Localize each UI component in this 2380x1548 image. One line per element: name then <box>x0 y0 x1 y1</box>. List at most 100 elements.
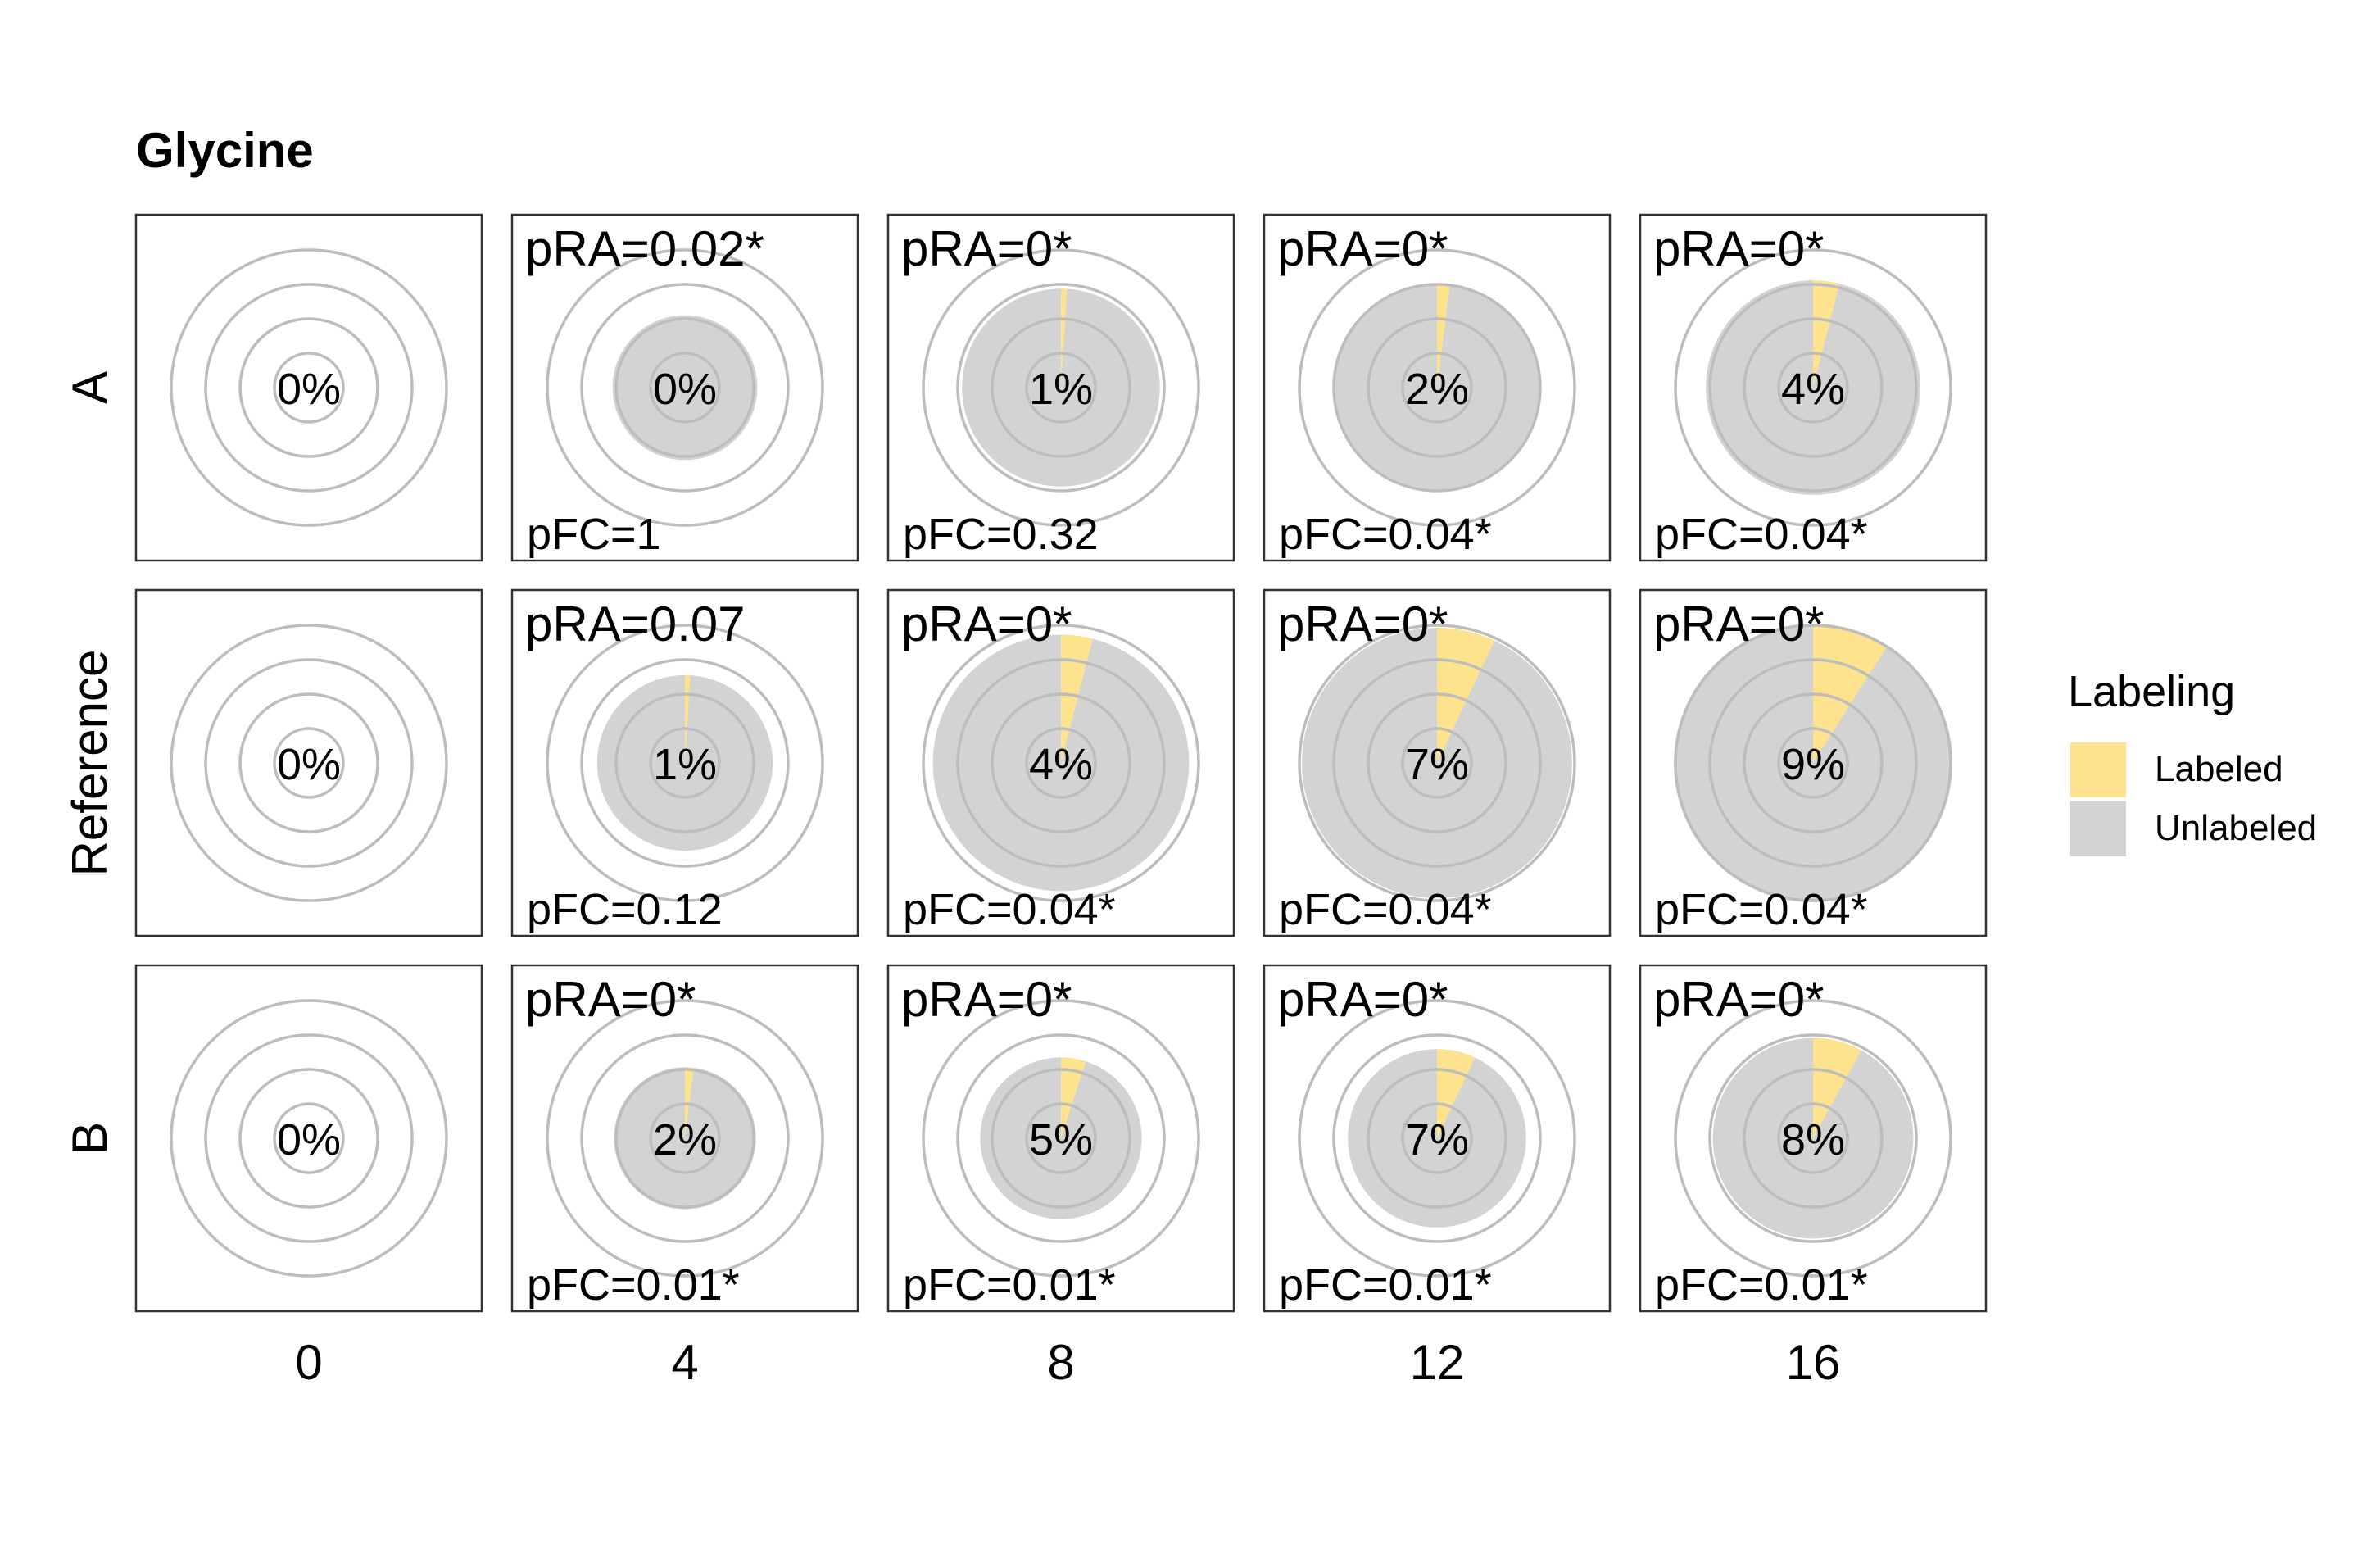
reference-ring <box>1777 727 1849 799</box>
pfc-label: pFC=1 <box>527 510 661 559</box>
reference-ring <box>1401 352 1473 424</box>
panel-b-4: 2% pRA=0* pFC=0.01* <box>510 964 859 1313</box>
pra-label: pRA=0* <box>525 972 696 1027</box>
row-labels: A Reference B <box>62 371 117 1155</box>
reference-ring <box>649 727 721 799</box>
percent-label: 4% <box>1781 365 1845 414</box>
pie-slice-unlabeled <box>612 315 758 461</box>
reference-ring <box>170 248 448 527</box>
pie-slice-labeled <box>1813 280 1840 388</box>
reference-ring <box>204 283 414 493</box>
column-label: 4 <box>671 1335 698 1390</box>
panel-b-16: 8% pRA=0* pFC=0.01* <box>1639 964 1988 1313</box>
reference-ring <box>238 317 379 458</box>
panel-frame <box>134 213 483 562</box>
reference-ring <box>1743 317 1884 458</box>
reference-ring <box>1674 248 1952 527</box>
reference-ring <box>204 1033 414 1243</box>
panel-b-0: 0% <box>134 964 483 1313</box>
panel-frame <box>134 588 483 937</box>
reference-ring <box>238 1068 379 1209</box>
reference-ring <box>1674 999 1952 1278</box>
column-label: 0 <box>295 1335 322 1390</box>
panel-a-0: 0% <box>134 213 483 562</box>
panel-grid: 0% 0% pRA=0.02* pFC=1 1% pRA=0* pFC=0.32 2% pRA=… <box>134 213 1988 1313</box>
reference-ring <box>1025 727 1097 799</box>
reference-ring <box>546 248 824 527</box>
pfc-label: pFC=0.04* <box>1655 885 1868 934</box>
percent-label: 9% <box>1781 740 1845 789</box>
percent-label: 2% <box>653 1115 717 1164</box>
reference-ring <box>1298 999 1576 1278</box>
reference-ring <box>546 624 824 902</box>
pfc-label: pFC=0.01* <box>1655 1260 1868 1310</box>
reference-ring <box>580 658 790 868</box>
pra-label: pRA=0* <box>901 972 1072 1027</box>
pra-label: pRA=0.02* <box>525 221 764 276</box>
reference-ring <box>580 283 790 493</box>
percent-label: 2% <box>1405 365 1469 414</box>
column-label: 12 <box>1410 1335 1465 1390</box>
panel-b-8: 5% pRA=0* pFC=0.01* <box>886 964 1235 1313</box>
pfc-label: pFC=0.12 <box>527 885 723 934</box>
percent-label: 8% <box>1781 1115 1845 1164</box>
panel-a-12: 2% pRA=0* pFC=0.04* <box>1263 213 1612 562</box>
pfc-label: pFC=0.01* <box>903 1260 1116 1310</box>
percent-label: 5% <box>1029 1115 1093 1164</box>
pfc-label: pFC=0.04* <box>1279 885 1492 934</box>
reference-ring <box>1708 1033 1918 1243</box>
pfc-label: pFC=0.04* <box>1655 510 1868 559</box>
pra-label: pRA=0* <box>901 221 1072 276</box>
percent-label: 0% <box>277 1115 341 1164</box>
reference-ring <box>1743 692 1884 833</box>
percent-label: 7% <box>1405 1115 1469 1164</box>
pfc-label: pFC=0.01* <box>527 1260 740 1310</box>
pie-outline <box>607 310 763 465</box>
pie-slice-labeled <box>1813 1037 1861 1138</box>
pfc-label: pFC=0.32 <box>903 510 1099 559</box>
pie-slice-labeled <box>1813 624 1888 763</box>
pie-outline <box>1700 275 1926 501</box>
reference-ring <box>1777 352 1849 424</box>
reference-ring <box>1367 317 1507 458</box>
reference-ring <box>649 352 721 424</box>
pra-label: pRA=0* <box>1653 221 1824 276</box>
percent-label: 0% <box>653 365 717 414</box>
panel-reference-8: 4% pRA=0* pFC=0.04* <box>886 588 1235 937</box>
reference-ring <box>922 248 1200 527</box>
reference-ring <box>956 658 1166 868</box>
pra-label: pRA=0* <box>1277 597 1448 651</box>
reference-ring <box>170 624 448 902</box>
percent-label: 1% <box>653 740 717 789</box>
panel-a-16: 4% pRA=0* pFC=0.04* <box>1639 213 1988 562</box>
reference-ring <box>991 1068 1131 1209</box>
legend-label-unlabeled: Unlabeled <box>2155 808 2317 848</box>
panel-a-8: 1% pRA=0* pFC=0.32 <box>886 213 1235 562</box>
reference-ring <box>1298 624 1576 902</box>
reference-ring <box>922 999 1200 1278</box>
reference-ring <box>991 317 1131 458</box>
percent-label: 1% <box>1029 365 1093 414</box>
legend: Labeling Labeled Unlabeled <box>2068 667 2317 856</box>
pie-outline <box>608 1061 762 1215</box>
reference-ring <box>614 1068 755 1209</box>
pra-label: pRA=0* <box>901 597 1072 651</box>
pie-outline <box>927 629 1195 897</box>
pie-outline <box>1342 1043 1532 1233</box>
row-label: B <box>62 1122 117 1155</box>
pra-label: pRA=0* <box>1277 972 1448 1027</box>
row-label: Reference <box>62 650 117 877</box>
panel-reference-0: 0% <box>134 588 483 937</box>
pie-slice-labeled <box>1061 288 1068 388</box>
pra-label: pRA=0* <box>1277 221 1448 276</box>
reference-ring <box>991 692 1131 833</box>
pfc-label: pFC=0.01* <box>1279 1260 1492 1310</box>
panel-a-4: 0% pRA=0.02* pFC=1 <box>510 213 859 562</box>
reference-ring <box>1025 1102 1097 1174</box>
column-labels: 0 4 8 12 16 <box>295 1335 1840 1390</box>
row-label: A <box>62 371 117 404</box>
reference-ring <box>614 692 755 833</box>
legend-swatch-labeled <box>2070 742 2126 797</box>
reference-ring <box>1708 658 1918 868</box>
column-label: 16 <box>1786 1335 1841 1390</box>
